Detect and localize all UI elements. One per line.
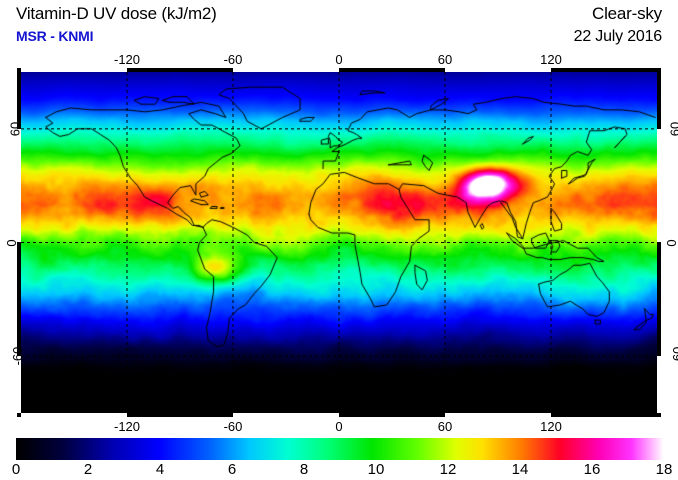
y-axis-label-right: 60 [667, 121, 678, 137]
colorbar-tick-label: 10 [367, 461, 385, 478]
x-axis-label-top: 60 [437, 52, 453, 67]
colorbar-tick-label: 18 [655, 461, 673, 478]
colorbar-tick-label: 4 [155, 461, 165, 478]
date-label: 22 July 2016 [573, 28, 663, 45]
map-frame-border [17, 68, 661, 417]
title-block: Vitamin-D UV dose (kJ/m2) MSR - KNMI Cle… [0, 0, 678, 60]
y-axis-label-left: 0 [4, 238, 20, 247]
colorbar-canvas [16, 438, 664, 460]
y-axis-label-right: 0 [664, 238, 678, 247]
colorbar-gradient [16, 438, 664, 460]
x-axis-label-bottom: 0 [335, 419, 343, 434]
colorbar-tick-label: 16 [583, 461, 601, 478]
map-panel [17, 68, 661, 417]
colorbar-tick-label: 14 [511, 461, 529, 478]
colorbar-tick-label: 12 [439, 461, 457, 478]
sky-condition-label: Clear-sky [592, 4, 662, 23]
x-axis-label-bottom: -60 [223, 419, 243, 434]
x-axis-label-bottom: 120 [540, 419, 562, 434]
data-source-label: MSR - KNMI [16, 28, 94, 44]
colorbar-tick-label: 6 [227, 461, 237, 478]
x-axis-label-bottom: -120 [113, 419, 141, 434]
x-axis-label-top: -120 [113, 52, 141, 67]
y-axis-label-left: 60 [7, 121, 23, 137]
x-axis-label-top: -60 [223, 52, 243, 67]
colorbar-tick-label: 8 [299, 461, 309, 478]
page-title: Vitamin-D UV dose (kJ/m2) [16, 4, 217, 23]
x-axis-label-bottom: 60 [437, 419, 453, 434]
y-axis-label-right: -60 [669, 346, 678, 366]
colorbar-tick-label: 2 [83, 461, 93, 478]
colorbar-tick-label: 0 [11, 461, 21, 478]
x-axis-label-top: 0 [335, 52, 343, 67]
colorbar: 0 2 4 6 8 10 12 14 16 18 [12, 438, 672, 478]
y-axis-label-left: -60 [9, 346, 25, 366]
x-axis-label-top: 120 [540, 52, 562, 67]
